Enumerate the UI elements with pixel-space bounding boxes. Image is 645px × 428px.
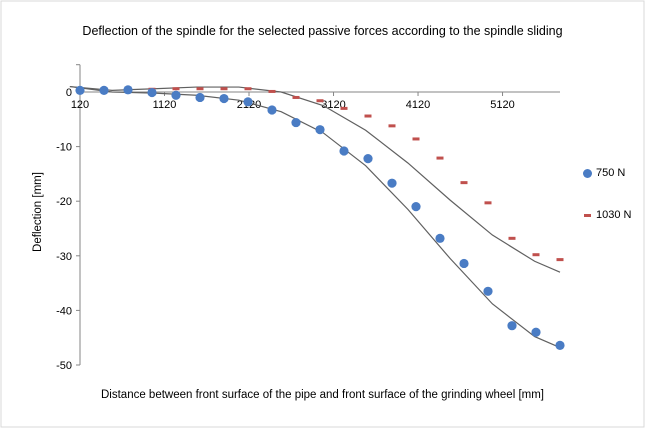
series-1030-point bbox=[460, 181, 468, 185]
series-750-point bbox=[483, 286, 493, 296]
series-1030-point bbox=[172, 87, 180, 91]
series-750-point bbox=[507, 321, 517, 331]
series-1030-point bbox=[412, 137, 420, 141]
legend-item-750: 750 N bbox=[583, 165, 631, 181]
legend: 750 N 1030 N bbox=[583, 165, 631, 249]
series-750-point bbox=[75, 85, 85, 95]
legend-dash-marker-icon bbox=[584, 213, 591, 217]
series-1030-point bbox=[532, 253, 540, 257]
series-750-point bbox=[531, 327, 541, 337]
series-1030-point bbox=[364, 114, 372, 118]
series-750-point bbox=[363, 154, 373, 164]
series-750-point bbox=[147, 87, 157, 98]
y-tick-label: -40 bbox=[56, 305, 72, 317]
series-1030-point bbox=[292, 95, 300, 99]
x-tick-label: 120 bbox=[71, 99, 89, 111]
series-750-point bbox=[555, 340, 565, 350]
series-750-point bbox=[195, 92, 205, 103]
y-tick-label: -10 bbox=[56, 142, 72, 154]
series-750-point bbox=[315, 125, 325, 135]
series-1030-point bbox=[268, 89, 276, 93]
series-750-point bbox=[459, 258, 469, 269]
legend-label-750: 750 N bbox=[596, 167, 626, 179]
series-1030-point bbox=[388, 124, 396, 128]
x-tick-label: 4120 bbox=[406, 99, 430, 111]
series-1030-point bbox=[196, 87, 204, 91]
y-tick-label: -50 bbox=[56, 360, 72, 372]
trendline-1030-n bbox=[69, 85, 561, 273]
x-axis-label: Distance between front surface of the pi… bbox=[101, 389, 544, 401]
series-1030-point bbox=[508, 236, 516, 240]
y-tick-label: -30 bbox=[56, 251, 72, 263]
x-tick-label: 1120 bbox=[153, 99, 177, 111]
legend-label-1030: 1030 N bbox=[596, 209, 632, 221]
y-tick-label: 0 bbox=[66, 87, 72, 99]
series-1030-point bbox=[436, 156, 444, 160]
series-1030-point bbox=[484, 201, 492, 205]
series-750-point bbox=[123, 85, 133, 95]
trendline-750-n bbox=[69, 85, 561, 349]
series-1030-point bbox=[220, 87, 228, 91]
y-axis-label: Deflection [mm] bbox=[32, 172, 44, 252]
series-750-point bbox=[339, 146, 349, 156]
legend-item-1030: 1030 N bbox=[583, 207, 631, 223]
series-1030-point bbox=[340, 106, 348, 110]
series-750-point bbox=[99, 85, 109, 95]
legend-circle-marker-icon bbox=[583, 168, 592, 178]
series-750-point bbox=[219, 93, 229, 104]
series-750-point bbox=[267, 105, 277, 115]
series-1030-point bbox=[316, 99, 324, 103]
series-750-point bbox=[243, 97, 253, 107]
x-tick-label: 5120 bbox=[490, 99, 514, 111]
series-750-point bbox=[291, 117, 301, 128]
series-750-point bbox=[411, 202, 421, 212]
series-750-point bbox=[435, 233, 445, 243]
chart-title: Deflection of the spindle for the select… bbox=[82, 24, 563, 38]
series-1030-point bbox=[244, 87, 252, 91]
series-750-point bbox=[171, 90, 181, 100]
y-tick-label: -20 bbox=[56, 196, 72, 208]
series-1030-point bbox=[556, 258, 564, 262]
series-750-point bbox=[387, 178, 397, 188]
